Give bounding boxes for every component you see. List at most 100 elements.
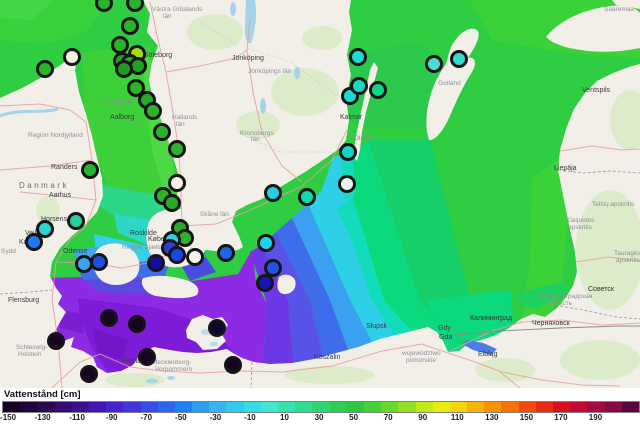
station-marker[interactable] bbox=[115, 60, 133, 78]
map-label: Region Nordjylland bbox=[28, 132, 83, 139]
station-marker[interactable] bbox=[450, 50, 468, 68]
station-marker[interactable] bbox=[208, 319, 226, 337]
station-marker[interactable] bbox=[350, 77, 368, 95]
station-marker[interactable] bbox=[138, 348, 156, 366]
colorbar-cell bbox=[535, 402, 553, 412]
station-marker[interactable] bbox=[81, 161, 99, 179]
station-marker[interactable] bbox=[217, 244, 235, 262]
station-marker[interactable] bbox=[67, 212, 85, 230]
colorbar-cell bbox=[501, 402, 519, 412]
colorbar-cell bbox=[157, 402, 175, 412]
map-label: Jönköping bbox=[232, 55, 264, 62]
colorbar-cell bbox=[329, 402, 347, 412]
station-marker[interactable] bbox=[168, 174, 186, 192]
station-marker[interactable] bbox=[147, 254, 165, 272]
colorbar-cell bbox=[449, 402, 468, 412]
station-marker[interactable] bbox=[349, 48, 367, 66]
colorbar-cell bbox=[106, 402, 124, 412]
station-marker[interactable] bbox=[111, 36, 129, 54]
map-label: län bbox=[251, 136, 260, 143]
map-labels-layer: Danmark Vendsyssel-Thy Region Nordjylland A… bbox=[1, 6, 640, 373]
map-label: Horsens bbox=[41, 216, 68, 223]
map-label: Koszalin bbox=[314, 354, 341, 361]
tick-label: 130 bbox=[485, 413, 499, 422]
colorbar-cell bbox=[381, 402, 399, 412]
map-label: Fyn bbox=[67, 258, 78, 265]
map-label: Västra Götalands bbox=[152, 6, 203, 13]
map-label: Region Sjælland bbox=[122, 244, 170, 251]
station-marker[interactable] bbox=[128, 315, 146, 333]
station-marker[interactable] bbox=[47, 332, 65, 350]
colorbar-cell bbox=[71, 402, 89, 412]
station-marker[interactable] bbox=[186, 248, 204, 266]
tick-label: -110 bbox=[69, 413, 85, 422]
map-label: województwo bbox=[401, 350, 441, 357]
station-marker[interactable] bbox=[224, 356, 242, 374]
station-marker[interactable] bbox=[90, 253, 108, 271]
station-marker[interactable] bbox=[168, 140, 186, 158]
station-marker[interactable] bbox=[100, 309, 118, 327]
colorbar-cell bbox=[295, 402, 313, 412]
legend-tick-labels: -150 -130 -110 -90 -70 -50 -30 -10 10 30 50 70 90 110… bbox=[0, 413, 640, 425]
tick-label: 170 bbox=[554, 413, 568, 422]
colorbar-cell bbox=[260, 402, 278, 412]
station-marker[interactable] bbox=[338, 175, 356, 193]
tick-label: -150 bbox=[0, 413, 17, 422]
tick-label: -90 bbox=[105, 413, 118, 422]
station-marker[interactable] bbox=[144, 102, 162, 120]
station-marker[interactable] bbox=[264, 259, 282, 277]
map-label: Kronobergs bbox=[240, 130, 274, 137]
station-marker[interactable] bbox=[126, 0, 144, 12]
map-label: Randers bbox=[51, 164, 78, 171]
station-marker[interactable] bbox=[257, 234, 275, 252]
map-label: Советск bbox=[588, 286, 615, 293]
map-label: Gotland bbox=[438, 80, 461, 87]
colorbar-cell bbox=[20, 402, 38, 412]
station-marker[interactable] bbox=[163, 194, 181, 212]
map-label: Ventspils bbox=[582, 87, 611, 94]
map-label: Saaremaa bbox=[604, 6, 634, 13]
station-marker[interactable] bbox=[256, 274, 274, 292]
station-marker[interactable] bbox=[75, 255, 93, 273]
map-label: Gdy bbox=[438, 325, 451, 332]
map-label: Schleswig- bbox=[16, 344, 47, 351]
colorbar-cell bbox=[209, 402, 227, 412]
tick-label: 150 bbox=[519, 413, 534, 422]
station-marker[interactable] bbox=[298, 188, 316, 206]
terrain-detail-layer bbox=[0, 0, 640, 387]
colorbar-cell bbox=[312, 402, 330, 412]
station-marker[interactable] bbox=[339, 143, 357, 161]
stations-layer bbox=[25, 0, 468, 383]
map-canvas[interactable]: Danmark Vendsyssel-Thy Region Nordjylland A… bbox=[0, 0, 640, 388]
colorbar-cell bbox=[587, 402, 605, 412]
station-marker[interactable] bbox=[153, 123, 171, 141]
map-label: län bbox=[163, 13, 172, 20]
station-marker[interactable] bbox=[129, 57, 147, 75]
map-label: Roskilde bbox=[130, 230, 157, 237]
station-marker[interactable] bbox=[80, 365, 98, 383]
colorbar-cell bbox=[604, 402, 622, 412]
station-marker[interactable] bbox=[264, 184, 282, 202]
station-marker[interactable] bbox=[36, 220, 54, 238]
map-label: Kalmar bbox=[340, 114, 363, 121]
colorbar-cell bbox=[518, 402, 536, 412]
tick-label: 30 bbox=[314, 413, 324, 422]
borders-layer bbox=[0, 21, 640, 388]
map-label: apskritis bbox=[568, 224, 593, 231]
tick-label: 90 bbox=[418, 413, 428, 422]
station-marker[interactable] bbox=[25, 233, 43, 251]
legend: Vattenstånd [cm] -150 -130 -110 -90 -70 -50 -3… bbox=[0, 388, 640, 431]
map-label: Tauragės bbox=[614, 250, 640, 257]
station-marker[interactable] bbox=[63, 48, 81, 66]
station-marker[interactable] bbox=[95, 0, 113, 12]
station-marker[interactable] bbox=[121, 17, 139, 35]
station-marker[interactable] bbox=[369, 81, 387, 99]
colorbar-cell bbox=[415, 402, 433, 412]
station-marker[interactable] bbox=[127, 79, 145, 97]
colorbar-cell bbox=[363, 402, 382, 412]
station-marker[interactable] bbox=[425, 55, 443, 73]
map-label: Elbląg bbox=[478, 351, 498, 358]
station-marker[interactable] bbox=[168, 246, 186, 264]
map-label: Rostock bbox=[123, 358, 149, 365]
station-marker[interactable] bbox=[36, 60, 54, 78]
